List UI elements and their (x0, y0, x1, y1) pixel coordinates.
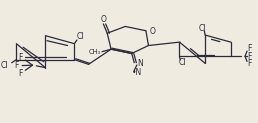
Text: O: O (100, 15, 106, 24)
Text: •N: •N (132, 68, 142, 77)
Text: Cl: Cl (77, 32, 85, 41)
Text: F: F (14, 61, 19, 70)
Text: Cl: Cl (199, 24, 206, 33)
Text: Cl: Cl (178, 58, 186, 67)
Text: Cl: Cl (1, 61, 9, 70)
Text: CH₃: CH₃ (88, 49, 100, 55)
Text: F: F (19, 53, 23, 62)
Text: F: F (248, 44, 252, 53)
Text: N: N (137, 59, 143, 69)
Text: O: O (149, 27, 155, 36)
Text: F: F (19, 69, 23, 78)
Text: F: F (248, 59, 252, 68)
Text: F: F (248, 52, 252, 61)
